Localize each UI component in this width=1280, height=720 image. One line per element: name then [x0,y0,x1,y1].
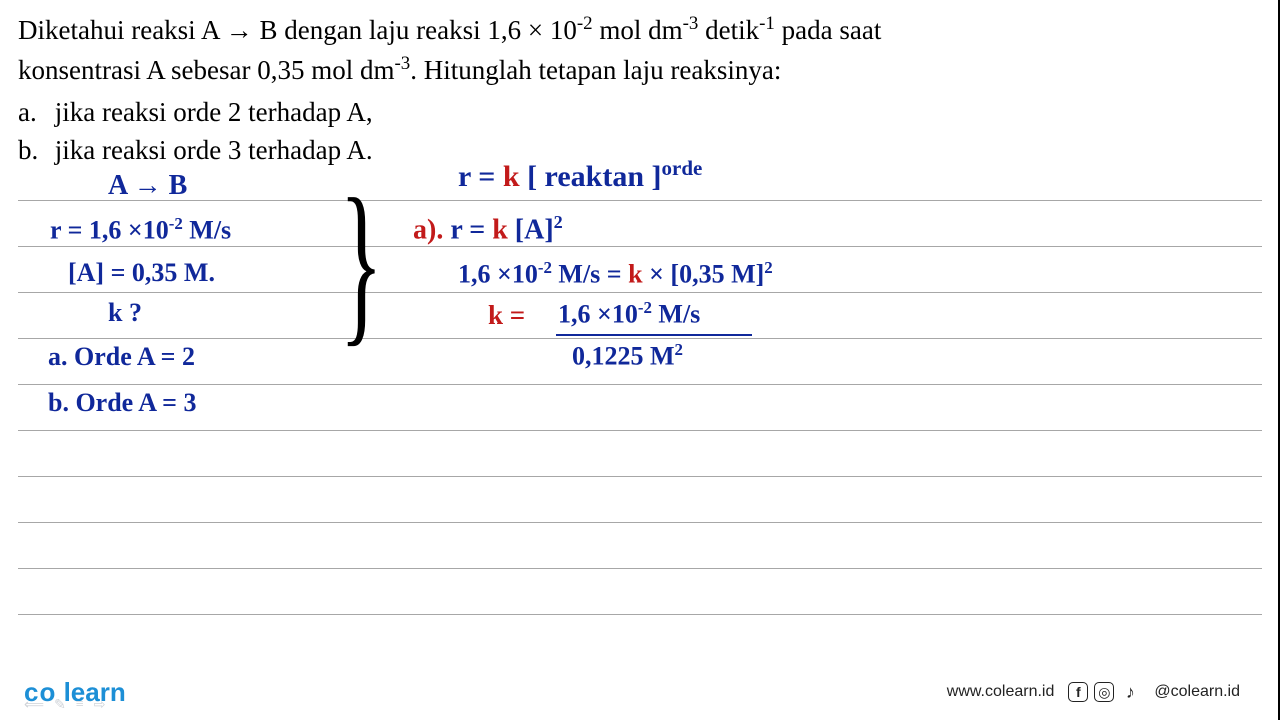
hw-kn-unit: M/s [652,300,700,329]
nav-fwd-icon: ⇨ [94,697,106,714]
item-a: a. jika reaksi orde 2 terhadap A, [18,94,1262,132]
hw-part-a: a). r = k [A]2 [413,212,563,246]
hw-pa-eq: r = [450,214,492,245]
ruled-line [18,384,1262,385]
line1-mid2: detik [698,15,759,45]
nav-list-icon: ≡ [76,697,84,714]
problem-line-2: konsentrasi A sebesar 0,35 mol dm-3. Hit… [18,50,1262,90]
footer-url: www.colearn.id [947,683,1055,701]
hw-rlaw-exp: orde [662,156,703,180]
ruled-line [18,246,1262,247]
line1-exp1: -2 [577,13,593,34]
hw-eq2: 1,6 ×10-2 M/s = k × [0,35 M]2 [458,258,773,290]
hw-rlaw-k: k [503,160,520,193]
ruled-lines [18,176,1262,676]
footer-handle: @colearn.id [1154,683,1240,701]
hw-k-question: k ? [108,298,142,328]
item-b-label: b. [18,132,48,170]
line1-post: pada saat [775,15,881,45]
tiktok-icon: ♪ [1120,682,1140,702]
hw-rate-unit: M/s [183,216,231,245]
ruled-line [18,476,1262,477]
hw-rate: r = 1,6 ×10-2 M/s [50,214,231,246]
hw-kn-exp: -2 [638,298,652,317]
hw-ks-pre: k = [488,300,525,330]
hw-rate-law: r = k [ reaktan ]orde [458,156,702,194]
brace-icon: } [340,172,383,352]
hw-eq2-lhs-unit: M/s [552,260,600,289]
hw-rlaw-pre: r = [458,160,503,193]
problem-line-1: Diketahui reaksi A → B dengan laju reaks… [18,10,1262,50]
fraction-line [556,334,752,336]
hw-k-numerator: 1,6 ×10-2 M/s [558,298,700,330]
handwriting-area: A → B r = 1,6 ×10-2 M/s [A] = 0,35 M. k … [18,176,1262,516]
hw-pa-label: a). [413,214,450,245]
ruled-line [18,430,1262,431]
line1-pre: Diketahui reaksi A → B dengan laju reaks… [18,15,577,45]
hw-rlaw-post: [ reaktan ] [520,160,662,193]
hw-kn-pre: 1,6 ×10 [558,300,638,329]
hw-concentration: [A] = 0,35 M. [68,258,215,288]
line2-exp: -3 [394,53,410,74]
nav-back-icon: ⟸ [24,697,44,714]
hw-eq2-eq: = [600,260,628,289]
item-a-label: a. [18,94,48,132]
hw-orde-a: a. Orde A = 2 [48,342,195,372]
nav-icons: ⟸ ✎ ≡ ⇨ [24,697,105,714]
hw-eq2-lhs-exp: -2 [538,258,552,277]
line1-exp3: -1 [759,13,775,34]
line2-post: . Hitunglah tetapan laju reaksinya: [410,55,781,85]
facebook-icon: f [1068,682,1088,702]
hw-kd: 0,1225 M [572,342,675,371]
hw-reaction: A → B [108,170,187,202]
ruled-line [18,522,1262,523]
item-b-text: jika reaksi orde 3 terhadap A. [55,135,373,165]
footer: co learn www.colearn.id f ◎ ♪ @colearn.i… [0,664,1280,720]
nav-edit-icon: ✎ [54,697,66,714]
hw-pa-after: [A] [508,214,554,245]
hw-eq2-k: k [628,260,642,289]
social-icons: f ◎ ♪ [1068,682,1140,702]
hw-rate-pre: r = 1,6 ×10 [50,216,169,245]
ruled-line [18,338,1262,339]
hw-pa-k: k [492,214,508,245]
hw-k-denominator: 0,1225 M2 [572,340,683,372]
line1-mid1: mol dm [593,15,683,45]
hw-eq2-sq: 2 [764,258,772,277]
content-area: Diketahui reaksi A → B dengan laju reaks… [0,0,1280,516]
line1-exp2: -3 [683,13,699,34]
ruled-line [18,614,1262,615]
hw-pa-sq: 2 [554,212,563,232]
hw-eq2-rhs: × [0,35 M] [643,260,765,289]
problem-statement: Diketahui reaksi A → B dengan laju reaks… [18,10,1262,90]
line2-pre: konsentrasi A sebesar 0,35 mol dm [18,55,394,85]
hw-k-solve: k = [488,300,525,331]
hw-orde-b: b. Orde A = 3 [48,388,196,418]
hw-eq2-lhs-pre: 1,6 ×10 [458,260,538,289]
item-a-text: jika reaksi orde 2 terhadap A, [55,97,373,127]
hw-rate-exp: -2 [169,214,183,233]
instagram-icon: ◎ [1094,682,1114,702]
ruled-line [18,568,1262,569]
ruled-line [18,292,1262,293]
hw-kd-sq: 2 [675,340,683,359]
footer-right: www.colearn.id f ◎ ♪ @colearn.id [947,682,1240,702]
ruled-line [18,200,1262,201]
